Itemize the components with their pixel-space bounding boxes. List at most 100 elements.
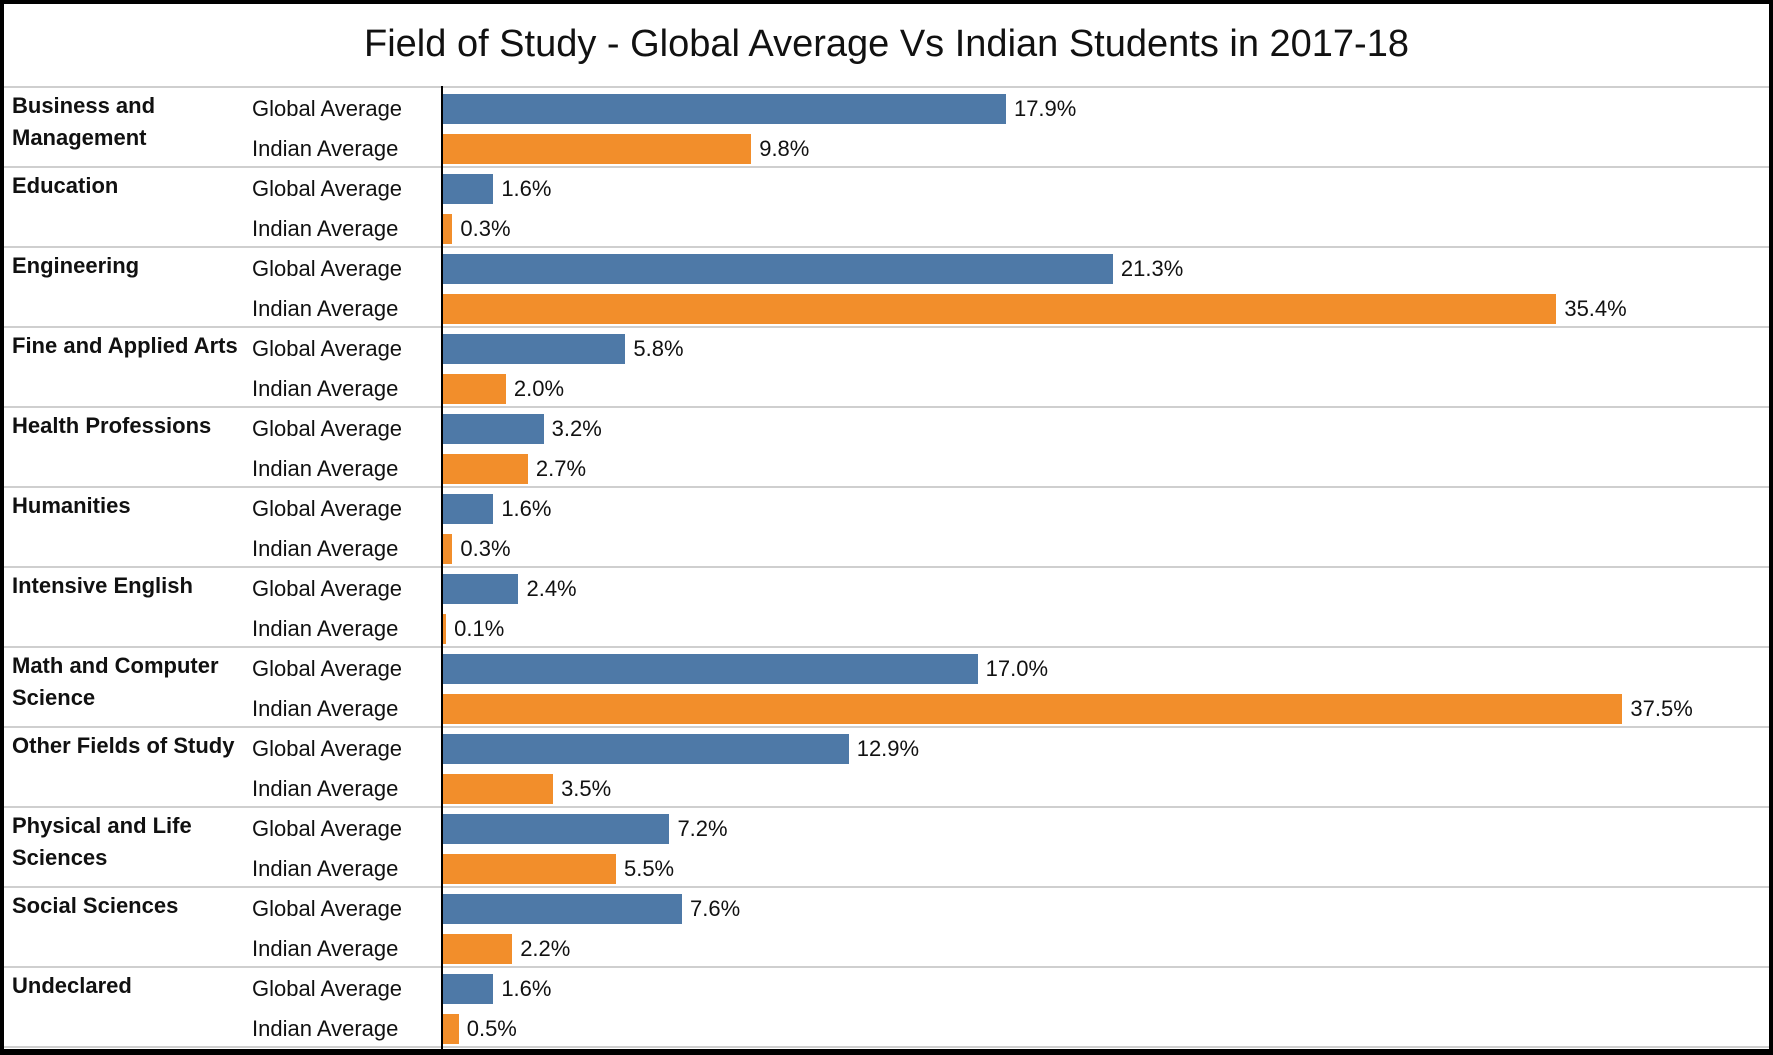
bar-global-average [443,814,670,844]
category-label: Engineering [12,253,140,278]
row-separator [4,566,1769,568]
series-label: Global Average [252,736,403,761]
bar-global-average [443,334,626,364]
series-label: Indian Average [252,216,399,241]
series-label: Indian Average [252,616,399,641]
bar-global-average [443,574,519,604]
series-label: Global Average [252,976,403,1001]
series-label: Indian Average [252,936,399,961]
category-label: Social Sciences [12,893,179,918]
row-separator [4,1046,1769,1048]
series-label: Global Average [252,256,403,281]
series-label: Indian Average [252,856,399,881]
bar-indian-average [443,934,513,964]
bar-global-average [443,654,978,684]
series-label: Indian Average [252,1016,399,1041]
data-label: 0.3% [460,536,511,561]
row-separator [4,246,1769,248]
row-separator [4,486,1769,488]
value-axis-line [441,86,443,1049]
series-label: Indian Average [252,136,399,161]
bar-global-average [443,494,494,524]
data-label: 35.4% [1564,296,1627,321]
row-separator [4,166,1769,168]
data-label: 3.5% [561,776,612,801]
category-label: Other Fields of Study [12,733,235,758]
data-label: 2.2% [520,936,571,961]
bar-indian-average [443,454,528,484]
category-label: Undeclared [12,973,132,998]
data-label: 7.2% [677,816,728,841]
category-label: Humanities [12,493,131,518]
series-label: Indian Average [252,776,399,801]
bar-global-average [443,254,1113,284]
series-label: Global Average [252,816,403,841]
bar-indian-average [443,1014,459,1044]
row-separator [4,86,1769,88]
bar-indian-average [443,374,506,404]
series-label: Global Average [252,656,403,681]
bar-global-average [443,974,494,1004]
row-separator [4,886,1769,888]
data-label: 1.6% [501,976,552,1001]
data-label: 12.9% [856,736,920,761]
category-label: Physical and Life Sciences [12,813,192,870]
category-label: Fine and Applied Arts [12,333,238,358]
row-separator [4,326,1769,328]
data-label: 3.2% [551,416,602,441]
category-label: Math and Computer Science [12,653,219,710]
bar-global-average [443,894,683,924]
data-label: 1.6% [501,176,552,201]
row-separator [4,406,1769,408]
series-label: Global Average [252,176,403,201]
bar-indian-average [443,534,453,564]
data-label: 2.0% [513,376,565,401]
category-label: Intensive English [12,573,193,598]
data-label: 21.3% [1120,256,1184,281]
data-label: 17.9% [1013,96,1077,121]
chart-title: Field of Study - Global Average Vs India… [364,23,1409,65]
data-label: 2.7% [535,456,587,481]
series-label: Indian Average [252,696,399,721]
series-label: Global Average [252,96,403,121]
category-label: Health Professions [12,413,212,438]
series-label: Indian Average [252,456,399,481]
bar-indian-average [443,294,1557,324]
series-label: Global Average [252,896,403,921]
series-label: Indian Average [252,536,399,561]
bar-indian-average [443,694,1623,724]
category-label: Education [12,173,119,198]
row-separator [4,966,1769,968]
series-label: Global Average [252,576,403,601]
bar-global-average [443,734,849,764]
data-label: 0.1% [454,616,505,641]
data-label: 1.6% [501,496,552,521]
bar-global-average [443,94,1006,124]
series-label: Global Average [252,496,403,521]
data-label: 0.5% [466,1016,517,1041]
bar-indian-average [443,774,554,804]
data-label: 7.6% [690,896,741,921]
data-label: 5.8% [633,336,684,361]
bar-indian-average [443,614,447,644]
data-label: 2.4% [526,576,577,601]
series-label: Global Average [252,336,403,361]
series-label: Indian Average [252,376,399,401]
series-label: Global Average [252,416,403,441]
data-label: 9.8% [759,136,810,161]
series-label: Indian Average [252,296,399,321]
data-label: 0.3% [460,216,511,241]
row-separator [4,806,1769,808]
row-separator [4,646,1769,648]
bar-indian-average [443,134,752,164]
bar-global-average [443,414,544,444]
data-label: 5.5% [623,856,675,881]
data-label: 37.5% [1630,696,1693,721]
bar-indian-average [443,214,453,244]
row-separator [4,726,1769,728]
data-label: 17.0% [985,656,1049,681]
bar-global-average [443,174,494,204]
bar-indian-average [443,854,616,884]
category-label: Business and Management [12,93,156,150]
